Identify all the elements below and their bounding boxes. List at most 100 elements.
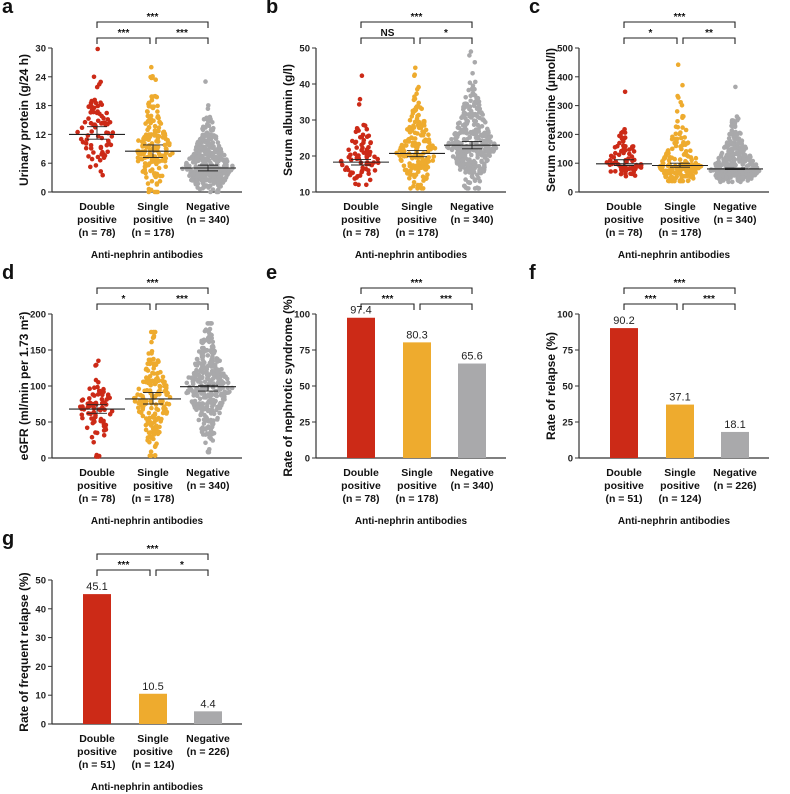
data-point	[91, 150, 96, 155]
y-tick-label: 100	[557, 310, 573, 321]
x-axis-label: Anti-nephrin antibodies	[618, 250, 731, 261]
y-tick-label: 18	[35, 101, 46, 112]
bar	[347, 317, 375, 458]
data-point	[91, 74, 97, 80]
data-point	[473, 131, 479, 137]
data-point	[410, 140, 416, 146]
data-point	[694, 163, 699, 169]
data-point	[208, 127, 214, 132]
data-point	[412, 96, 418, 102]
data-point	[156, 165, 162, 171]
x-tick-label: Negative	[713, 467, 757, 479]
panel-e: 0 25 50 75 100 Rate of nephrotic syndrome (%)…	[264, 262, 526, 528]
data-point	[407, 117, 413, 123]
data-point	[212, 147, 218, 152]
data-point	[359, 73, 365, 78]
data-point	[476, 127, 481, 132]
data-point	[375, 160, 381, 166]
data-point	[426, 159, 432, 164]
data-point	[157, 179, 163, 184]
data-point	[485, 149, 490, 154]
data-point	[203, 440, 208, 446]
x-tick-label: (n = 51)	[605, 493, 642, 505]
data-point	[414, 91, 419, 96]
data-point	[82, 119, 88, 125]
data-point	[462, 183, 467, 189]
data-point	[629, 154, 635, 159]
x-tick-label: (n = 51)	[78, 759, 115, 771]
data-point	[453, 135, 458, 141]
data-point	[197, 139, 202, 145]
data-point	[75, 129, 80, 135]
data-point	[110, 130, 116, 135]
data-point	[80, 415, 85, 421]
data-point	[470, 111, 475, 117]
data-point	[201, 125, 206, 130]
data-point	[412, 136, 418, 141]
data-point	[87, 400, 93, 406]
data-point	[340, 162, 345, 168]
x-tick-label: positive	[77, 480, 117, 492]
data-point	[215, 140, 221, 145]
data-point	[682, 174, 687, 179]
data-point	[683, 127, 689, 133]
significance-bracket	[360, 303, 415, 310]
data-point	[457, 120, 462, 125]
data-point	[95, 384, 100, 390]
data-point	[416, 141, 422, 147]
y-tick-label: 50	[299, 382, 310, 393]
data-point	[155, 358, 161, 363]
data-point	[474, 185, 480, 190]
x-tick-label: positive	[77, 746, 117, 758]
significance-bracket	[623, 303, 678, 310]
data-point	[622, 135, 628, 140]
data-point	[95, 392, 101, 397]
data-point	[730, 179, 735, 185]
x-tick-label: Single	[137, 467, 169, 479]
data-point	[420, 129, 425, 134]
data-point	[368, 140, 373, 145]
data-point	[86, 116, 91, 121]
data-point	[359, 169, 364, 175]
data-point	[466, 104, 472, 109]
y-tick-label: 40	[35, 604, 46, 615]
data-point	[629, 171, 635, 177]
y-tick-label: 25	[562, 418, 573, 429]
data-point	[205, 353, 211, 358]
y-tick-label: 50	[299, 44, 310, 55]
data-point	[96, 358, 101, 364]
data-point	[409, 114, 415, 119]
x-tick-label: positive	[660, 480, 700, 492]
bar	[83, 594, 111, 724]
data-point	[630, 158, 635, 164]
data-point	[86, 154, 91, 159]
x-tick-label: (n = 124)	[132, 759, 175, 771]
x-tick-label: (n = 178)	[396, 493, 439, 505]
data-point	[190, 379, 196, 385]
data-point	[662, 170, 667, 176]
data-point	[372, 168, 378, 173]
data-point	[151, 171, 157, 176]
data-point	[410, 108, 416, 114]
data-point	[455, 150, 460, 156]
data-point	[208, 417, 214, 423]
data-point	[412, 73, 417, 78]
data-point	[167, 394, 173, 400]
data-point	[197, 396, 203, 402]
data-point	[136, 150, 141, 156]
data-point	[199, 405, 205, 410]
data-point	[716, 159, 721, 164]
significance-label: ***	[674, 12, 686, 23]
data-point	[731, 151, 737, 157]
data-point	[160, 410, 166, 416]
panel-d: 0 50 100 150 200 eGFR (ml/min per 1.73 m²) Dou…	[0, 262, 262, 528]
data-point	[144, 366, 149, 372]
x-tick-label: positive	[133, 214, 173, 226]
data-point	[149, 94, 154, 99]
data-point	[100, 149, 105, 155]
data-point	[449, 146, 455, 152]
data-point	[204, 152, 209, 157]
significance-label: ***	[703, 294, 715, 305]
significance-label: ***	[382, 294, 394, 305]
data-point	[87, 386, 92, 391]
